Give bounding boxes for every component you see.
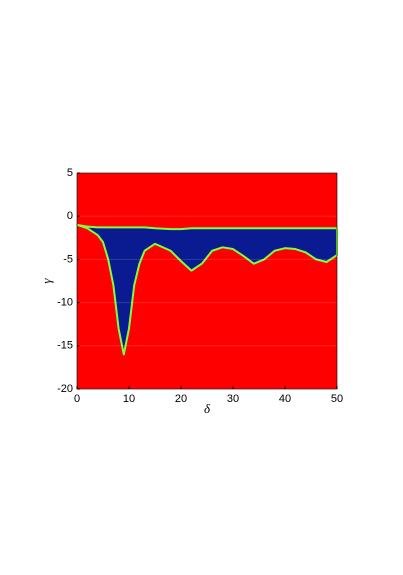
plot-frame [76,172,338,390]
x-tick-label: 0 [74,393,80,405]
y-tick-label: -20 [57,383,73,395]
x-tick-label: 20 [175,393,187,405]
y-tick-label: 5 [67,167,73,179]
x-tick-label: 10 [123,393,135,405]
y-tick-label: -5 [63,253,73,265]
y-tick-label: 0 [67,210,73,222]
x-tick-label: 30 [227,393,239,405]
y-axis-label: γ [39,278,54,284]
x-tick-label: 50 [331,393,343,405]
x-tick-label: 40 [279,393,291,405]
y-tick-label: -10 [57,297,73,309]
y-tick-label: -15 [57,340,73,352]
x-axis-label: δ [204,401,211,416]
